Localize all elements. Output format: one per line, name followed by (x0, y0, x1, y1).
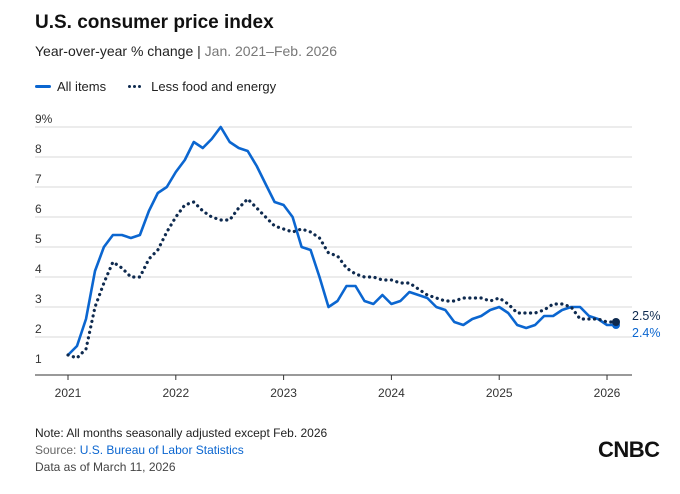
subtitle-range: Jan. 2021–Feb. 2026 (204, 43, 337, 59)
chart-title: U.S. consumer price index (35, 12, 274, 33)
legend-swatch-solid (35, 85, 51, 88)
cnbc-logo: CNBC (598, 437, 660, 462)
legend: All items Less food and energy (35, 79, 298, 94)
x-tick-label: 2025 (486, 386, 513, 400)
end-label-all-items: 2.4% (632, 326, 661, 340)
y-tick-label: 3 (35, 292, 42, 306)
x-tick-label: 2021 (55, 386, 82, 400)
series-line-core (66, 197, 618, 360)
source-prefix: Source: (35, 443, 80, 457)
y-axis: 1 2 3 4 5 6 7 8 9% (35, 112, 53, 366)
chart-subtitle: Year-over-year % change | Jan. 2021–Feb.… (35, 43, 337, 59)
source-link[interactable]: U.S. Bureau of Labor Statistics (79, 443, 244, 457)
y-tick-label: 1 (35, 352, 42, 366)
y-tick-label: 6 (35, 202, 42, 216)
series-line-all-items (66, 125, 618, 357)
y-tick-label: 7 (35, 172, 42, 186)
legend-label-all-items: All items (57, 79, 107, 94)
legend-swatch-dotted (128, 85, 143, 88)
subtitle-main: Year-over-year % change | (35, 43, 201, 59)
legend-item-all-items: All items (35, 79, 106, 94)
end-label-core: 2.5% (632, 309, 661, 323)
grid-lines (35, 126, 632, 338)
y-tick-label: 2 (35, 322, 42, 336)
x-tick-label: 2023 (270, 386, 297, 400)
footnote: Note: All months seasonally adjusted exc… (35, 426, 328, 440)
source-line: Source: U.S. Bureau of Labor Statistics (35, 443, 244, 457)
y-tick-label: 8 (35, 142, 42, 156)
legend-item-core: Less food and energy (128, 79, 276, 94)
series-lines (66, 125, 618, 360)
line-chart: 1 2 3 4 5 6 7 8 9% 2021 2022 2023 2024 2025 2026 2.4%… (35, 112, 661, 400)
endpoint-core (612, 318, 620, 326)
series-endpoints: 2.4% 2.5% (612, 309, 661, 340)
legend-label-core: Less food and energy (151, 79, 277, 94)
x-tick-label: 2026 (594, 386, 621, 400)
x-tick-label: 2024 (378, 386, 405, 400)
y-tick-label: 4 (35, 262, 42, 276)
x-tick-label: 2022 (162, 386, 189, 400)
y-tick-label: 5 (35, 232, 42, 246)
data-date: Data as of March 11, 2026 (35, 460, 176, 474)
x-axis: 2021 2022 2023 2024 2025 2026 (35, 374, 632, 400)
y-tick-label: 9% (35, 112, 53, 126)
